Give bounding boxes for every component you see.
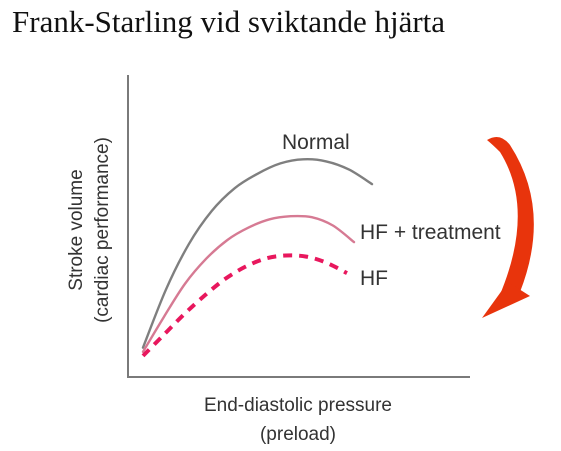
curve-hf-treatment [141, 214, 356, 353]
y-axis-label-line1: Stroke volume [66, 169, 87, 290]
x-axis-label-line1: End-diastolic pressure [204, 395, 392, 416]
curve-hf [141, 253, 348, 358]
curved-arrow-icon [482, 136, 534, 318]
curved-arrow-body [487, 136, 534, 299]
label-normal: Normal [282, 131, 350, 154]
slide-title: Frank-Starling vid sviktande hjärta [12, 4, 446, 39]
x-axis-label-line2: (preload) [260, 424, 336, 445]
y-axis-label-line2: (cardiac performance) [92, 137, 113, 323]
curved-arrow-head [482, 282, 530, 318]
curve-normal [141, 158, 374, 349]
label-hf-treatment: HF + treatment [360, 221, 501, 244]
label-hf: HF [360, 267, 388, 290]
